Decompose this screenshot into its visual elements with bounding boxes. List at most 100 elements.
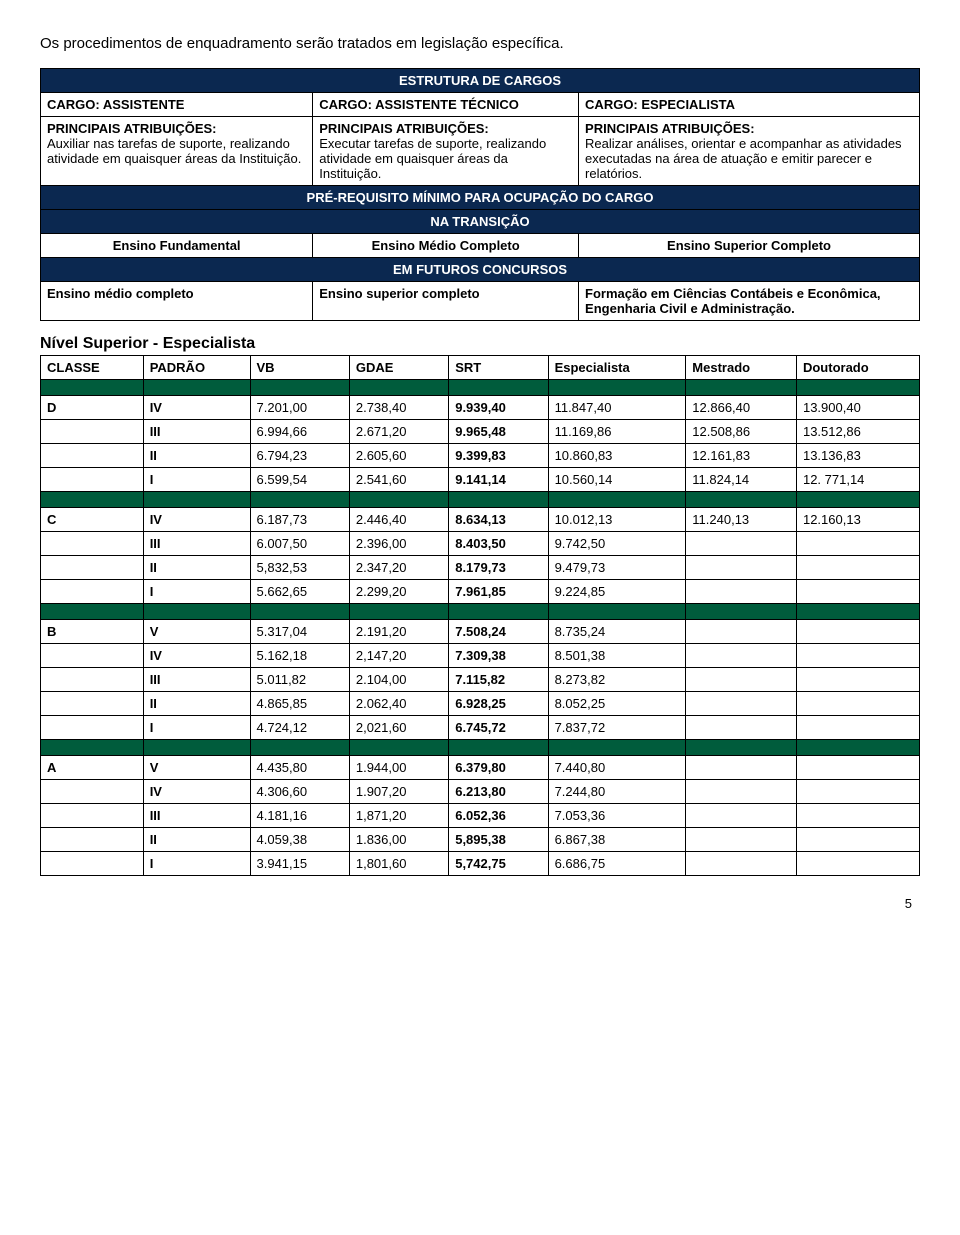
padrao-cell: III xyxy=(143,668,250,692)
srt-cell: 5,895,38 xyxy=(449,828,548,852)
esp-cell: 9.479,73 xyxy=(548,556,686,580)
section-title: Nível Superior - Especialista xyxy=(40,335,920,353)
separator-row xyxy=(41,492,920,508)
padrao-cell: I xyxy=(143,852,250,876)
classe-cell xyxy=(41,644,144,668)
table-row: DIV7.201,002.738,409.939,4011.847,4012.8… xyxy=(41,396,920,420)
salary-header-2: VB xyxy=(250,356,349,380)
salary-header-row: CLASSEPADRÃOVBGDAESRTEspecialistaMestrad… xyxy=(41,356,920,380)
srt-cell: 5,742,75 xyxy=(449,852,548,876)
vb-cell: 4.435,80 xyxy=(250,756,349,780)
gdae-cell: 2.738,40 xyxy=(349,396,448,420)
gdae-cell: 2.671,20 xyxy=(349,420,448,444)
intro-text: Os procedimentos de enquadramento serão … xyxy=(40,35,920,52)
mes-cell: 12.161,83 xyxy=(686,444,797,468)
srt-cell: 9.965,48 xyxy=(449,420,548,444)
trans-1: Ensino Médio Completo xyxy=(313,234,579,258)
classe-cell xyxy=(41,532,144,556)
classe-cell: D xyxy=(41,396,144,420)
salary-header-3: GDAE xyxy=(349,356,448,380)
col-cargo-1: CARGO: ASSISTENTE TÉCNICO xyxy=(313,93,579,117)
separator-row xyxy=(41,380,920,396)
dou-cell xyxy=(796,532,919,556)
table-row: BV5.317,042.191,207.508,248.735,24 xyxy=(41,620,920,644)
atr-text-1: Executar tarefas de suporte, realizando … xyxy=(319,136,546,181)
esp-cell: 11.169,86 xyxy=(548,420,686,444)
atr-title-0: PRINCIPAIS ATRIBUIÇÕES: xyxy=(47,121,217,136)
srt-cell: 8.634,13 xyxy=(449,508,548,532)
separator-row xyxy=(41,740,920,756)
trans-0: Ensino Fundamental xyxy=(41,234,313,258)
table-row: I4.724,122,021,606.745,727.837,72 xyxy=(41,716,920,740)
gdae-cell: 2,021,60 xyxy=(349,716,448,740)
mes-cell xyxy=(686,580,797,604)
table-row: III4.181,161,871,206.052,367.053,36 xyxy=(41,804,920,828)
esp-cell: 8.735,24 xyxy=(548,620,686,644)
atr-title-1: PRINCIPAIS ATRIBUIÇÕES: xyxy=(319,121,489,136)
dou-cell: 13.900,40 xyxy=(796,396,919,420)
esp-cell: 11.847,40 xyxy=(548,396,686,420)
table-row: I3.941,151,801,605,742,756.686,75 xyxy=(41,852,920,876)
table-row: II4.865,852.062,406.928,258.052,25 xyxy=(41,692,920,716)
classe-cell xyxy=(41,668,144,692)
vb-cell: 5,832,53 xyxy=(250,556,349,580)
mes-cell xyxy=(686,556,797,580)
classe-cell: B xyxy=(41,620,144,644)
atr-title-2: PRINCIPAIS ATRIBUIÇÕES: xyxy=(585,121,755,136)
col-atr-1: PRINCIPAIS ATRIBUIÇÕES: Executar tarefas… xyxy=(313,117,579,186)
padrao-cell: I xyxy=(143,716,250,740)
mes-cell xyxy=(686,756,797,780)
vb-cell: 5.317,04 xyxy=(250,620,349,644)
esp-cell: 10.560,14 xyxy=(548,468,686,492)
classe-cell: C xyxy=(41,508,144,532)
vb-cell: 7.201,00 xyxy=(250,396,349,420)
classe-cell xyxy=(41,444,144,468)
mes-cell: 12.866,40 xyxy=(686,396,797,420)
padrao-cell: V xyxy=(143,620,250,644)
vb-cell: 4.724,12 xyxy=(250,716,349,740)
padrao-cell: IV xyxy=(143,644,250,668)
mes-cell xyxy=(686,532,797,556)
srt-cell: 6.379,80 xyxy=(449,756,548,780)
padrao-cell: IV xyxy=(143,508,250,532)
vb-cell: 4.865,85 xyxy=(250,692,349,716)
gdae-cell: 1.836,00 xyxy=(349,828,448,852)
salary-header-4: SRT xyxy=(449,356,548,380)
srt-cell: 8.179,73 xyxy=(449,556,548,580)
classe-cell xyxy=(41,692,144,716)
gdae-cell: 1.907,20 xyxy=(349,780,448,804)
conc-2: Formação em Ciências Contábeis e Econômi… xyxy=(579,282,920,321)
mes-cell xyxy=(686,804,797,828)
dou-cell: 13.136,83 xyxy=(796,444,919,468)
esp-cell: 9.224,85 xyxy=(548,580,686,604)
gdae-cell: 2.605,60 xyxy=(349,444,448,468)
trans-2: Ensino Superior Completo xyxy=(579,234,920,258)
classe-cell xyxy=(41,420,144,444)
esp-cell: 6.867,38 xyxy=(548,828,686,852)
classe-cell xyxy=(41,580,144,604)
mes-cell xyxy=(686,828,797,852)
esp-cell: 10.860,83 xyxy=(548,444,686,468)
mes-cell xyxy=(686,644,797,668)
table-row: IV5.162,182,147,207.309,388.501,38 xyxy=(41,644,920,668)
padrao-cell: III xyxy=(143,804,250,828)
padrao-cell: I xyxy=(143,580,250,604)
dou-cell xyxy=(796,580,919,604)
padrao-cell: IV xyxy=(143,396,250,420)
padrao-cell: II xyxy=(143,556,250,580)
classe-cell xyxy=(41,780,144,804)
classe-cell xyxy=(41,852,144,876)
col-atr-0: PRINCIPAIS ATRIBUIÇÕES: Auxiliar nas tar… xyxy=(41,117,313,186)
dou-cell xyxy=(796,828,919,852)
dou-cell: 13.512,86 xyxy=(796,420,919,444)
esp-cell: 10.012,13 xyxy=(548,508,686,532)
structure-header: ESTRUTURA DE CARGOS xyxy=(41,69,920,93)
salary-header-7: Doutorado xyxy=(796,356,919,380)
vb-cell: 6.599,54 xyxy=(250,468,349,492)
mes-cell xyxy=(686,668,797,692)
page-number: 5 xyxy=(40,896,920,911)
classe-cell xyxy=(41,804,144,828)
dou-cell xyxy=(796,780,919,804)
esp-cell: 6.686,75 xyxy=(548,852,686,876)
srt-cell: 7.309,38 xyxy=(449,644,548,668)
